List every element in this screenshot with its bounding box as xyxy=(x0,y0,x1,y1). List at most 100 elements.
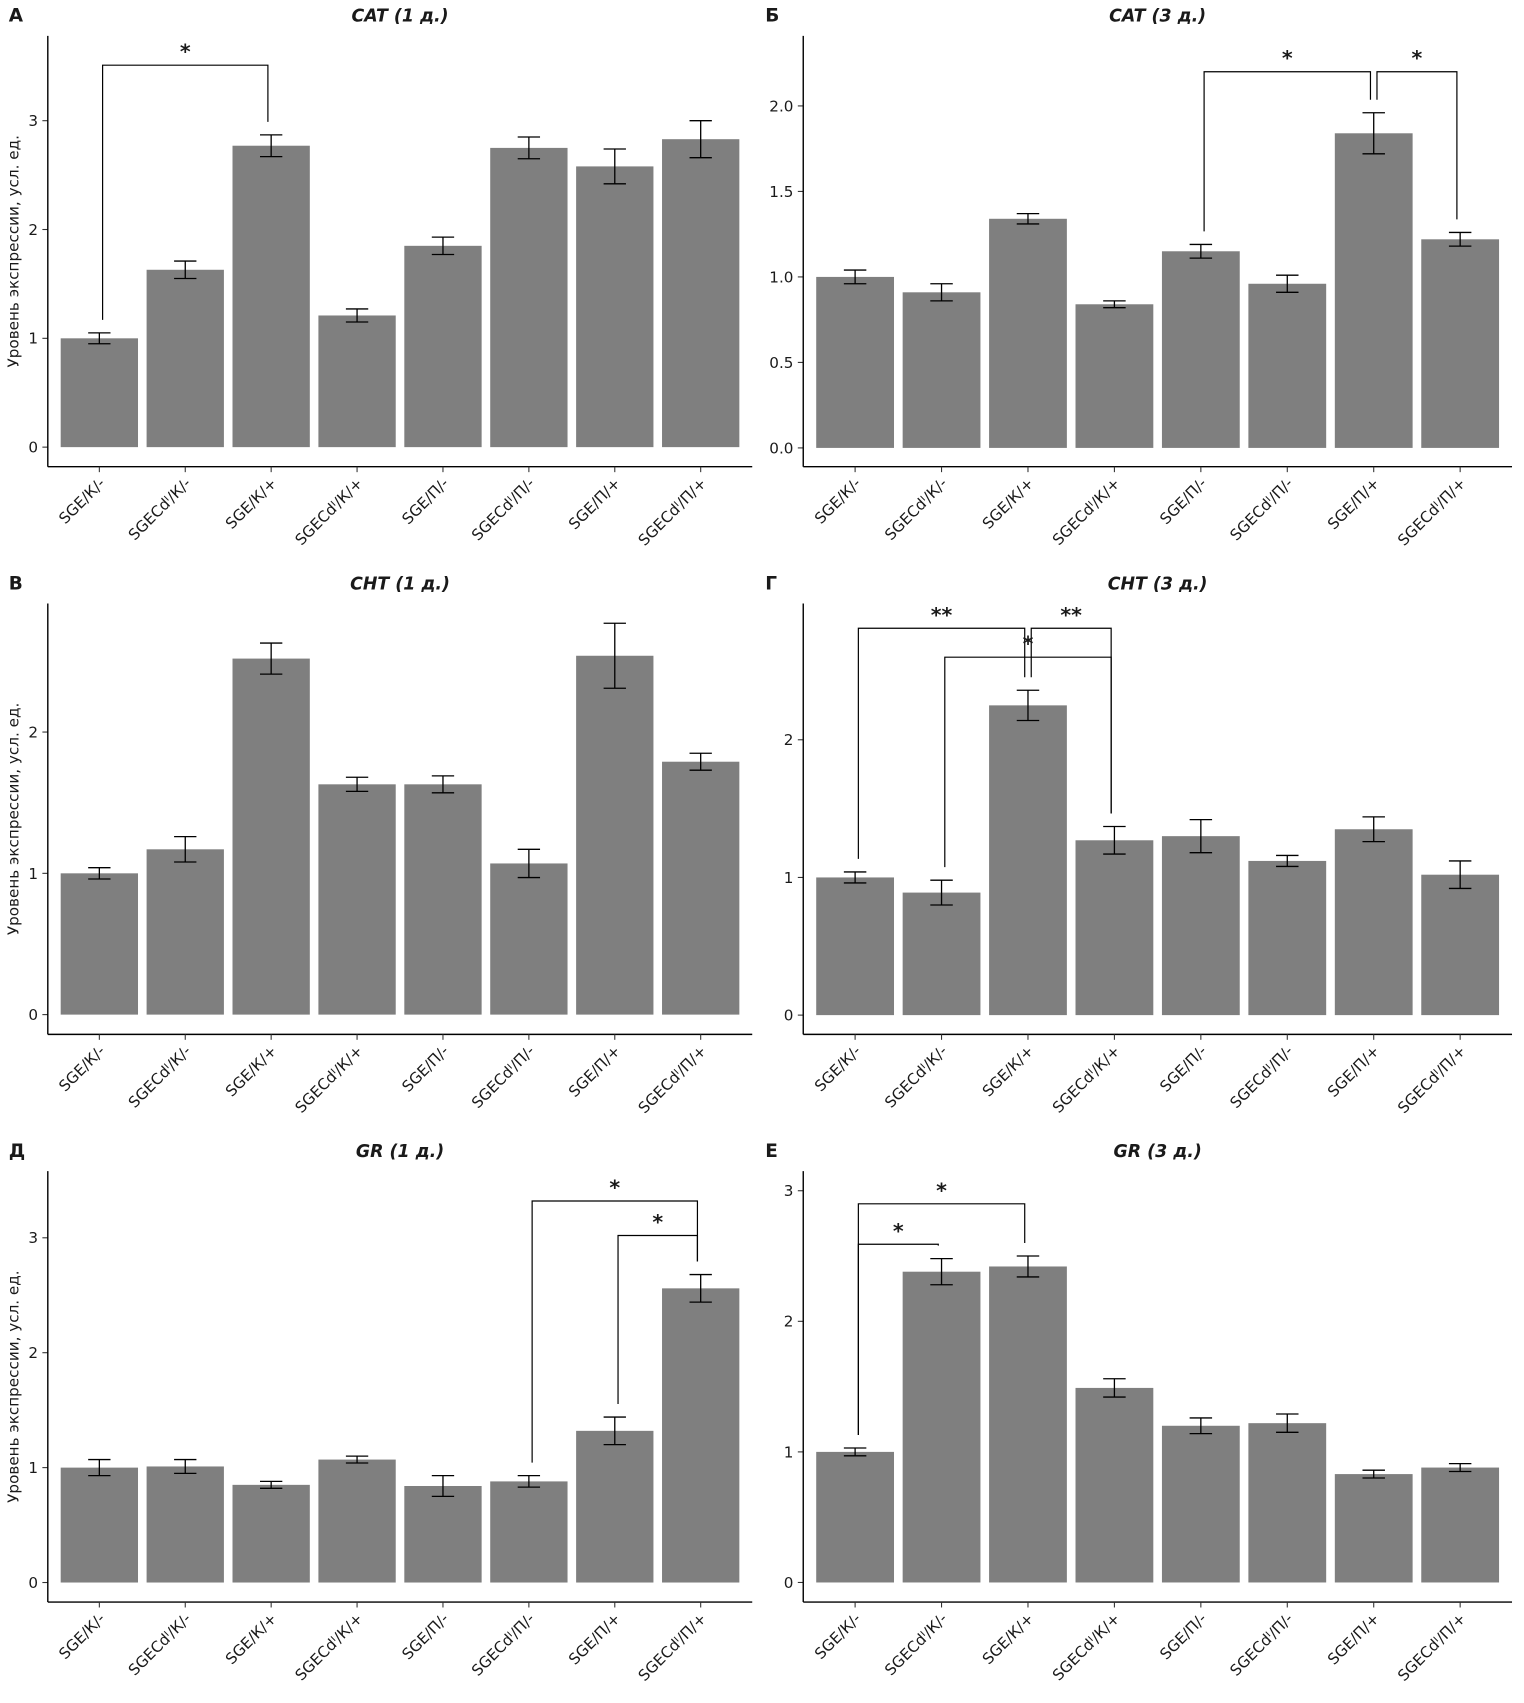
bar xyxy=(1248,1423,1327,1583)
x-tick-label: SGECdᴵ/К/- xyxy=(881,1042,951,1112)
bar xyxy=(318,1459,396,1583)
x-tick-label: SGECdᴵ/К/- xyxy=(125,1610,195,1680)
error-bar xyxy=(1276,854,1299,868)
error-bar xyxy=(174,1458,197,1475)
y-tick-label: 1 xyxy=(784,869,794,887)
bar xyxy=(576,166,654,448)
y-axis-label: Уровень экспрессии, усл. ед. xyxy=(4,703,22,935)
bar xyxy=(816,1451,895,1583)
error-bar xyxy=(843,269,867,285)
bar xyxy=(1161,1425,1240,1583)
error-bar xyxy=(517,848,541,879)
error-bar xyxy=(431,775,455,794)
error-bar xyxy=(88,332,111,345)
y-tick-label: 1 xyxy=(784,1443,794,1461)
error-bar xyxy=(1276,274,1299,293)
x-tick-label: SGECdᴵ/П/- xyxy=(1226,474,1296,544)
y-tick-label: 1 xyxy=(28,865,38,883)
y-tick-label: 3 xyxy=(28,1229,38,1247)
bar xyxy=(318,315,396,448)
x-tick-label: SGE/П/+ xyxy=(1324,1042,1383,1101)
error-bar xyxy=(345,776,369,793)
bar xyxy=(146,849,224,1015)
error-bar xyxy=(1362,112,1385,155)
bar xyxy=(662,1288,740,1583)
y-tick-label: 3 xyxy=(784,1182,794,1200)
x-tick-label: SGE/К/- xyxy=(811,474,864,527)
bar xyxy=(902,1271,981,1583)
significance-label: * xyxy=(1282,46,1293,70)
bar xyxy=(576,655,654,1015)
x-tick-label: SGE/П/+ xyxy=(1324,474,1383,533)
y-tick-label: 1 xyxy=(28,330,38,348)
bar xyxy=(404,784,482,1015)
x-tick-label: SGE/П/+ xyxy=(565,1610,624,1669)
bar xyxy=(232,145,310,448)
bar xyxy=(232,658,310,1015)
y-tick-label: 0.5 xyxy=(769,354,793,372)
bar xyxy=(60,1467,139,1583)
y-tick-label: 2 xyxy=(784,1313,794,1331)
y-tick-label: 1 xyxy=(28,1459,38,1477)
bar xyxy=(404,1486,482,1583)
bar xyxy=(1248,283,1327,448)
x-tick-label: SGE/К/+ xyxy=(979,1042,1038,1101)
bar xyxy=(60,338,139,448)
error-bar xyxy=(1016,689,1040,722)
x-tick-label: SGECdᴵ/К/+ xyxy=(292,1610,367,1685)
chart-title: GR (3 д.) xyxy=(1113,1142,1201,1162)
significance-bracket xyxy=(531,1200,699,1463)
bar xyxy=(1334,1474,1413,1583)
bar xyxy=(1421,874,1500,1016)
bar xyxy=(816,276,895,448)
x-tick-label: SGECdᴵ/К/+ xyxy=(1049,474,1124,549)
x-tick-label: SGE/П/+ xyxy=(1324,1610,1383,1669)
x-tick-label: SGECdᴵ/П/- xyxy=(1226,1610,1296,1680)
bar xyxy=(60,873,139,1015)
significance-label: * xyxy=(180,40,191,64)
bar xyxy=(232,1484,310,1583)
significance-bracket xyxy=(944,656,1112,868)
y-axis-label: Уровень экспрессии, усл. ед. xyxy=(4,135,22,367)
error-bar xyxy=(930,1257,953,1286)
error-bar xyxy=(930,283,953,302)
x-tick-label: SGE/П/- xyxy=(398,1042,452,1096)
significance-bracket xyxy=(617,1234,699,1405)
bar xyxy=(902,892,981,1016)
bar xyxy=(1248,860,1327,1016)
significance-bracket xyxy=(102,64,269,320)
panel-letter: А xyxy=(9,6,24,27)
error-bar xyxy=(843,871,867,884)
x-tick-label: SGECdᴵ/К/- xyxy=(125,1042,195,1112)
x-tick-label: SGE/П/- xyxy=(1156,474,1210,528)
x-tick-label: SGECdᴵ/К/+ xyxy=(1049,1610,1124,1685)
x-tick-label: SGE/К/- xyxy=(55,474,108,527)
chart-title: CAT (1 д.) xyxy=(352,7,449,27)
x-tick-label: SGE/К/- xyxy=(811,1042,864,1095)
bar xyxy=(902,292,981,448)
significance-label: ** xyxy=(1060,603,1082,627)
bar xyxy=(146,269,224,448)
x-tick-label: SGE/К/+ xyxy=(979,1610,1038,1669)
bar xyxy=(989,1266,1067,1583)
bar xyxy=(989,218,1067,448)
x-tick-label: SGE/К/- xyxy=(811,1610,864,1663)
error-bar xyxy=(1103,1378,1126,1398)
error-bar xyxy=(689,1273,712,1303)
y-tick-label: 2 xyxy=(784,731,794,749)
y-tick-label: 2 xyxy=(28,1344,38,1362)
x-tick-label: SGECdᴵ/П/- xyxy=(468,1610,538,1680)
error-bar xyxy=(603,148,626,185)
bar xyxy=(576,1430,654,1583)
bar xyxy=(404,245,482,448)
error-bar xyxy=(689,120,712,159)
significance-label: * xyxy=(893,1219,904,1243)
bar xyxy=(1161,836,1240,1016)
x-tick-label: SGECdᴵ/П/+ xyxy=(635,1042,710,1117)
significance-bracket xyxy=(1203,71,1372,232)
error-bar xyxy=(1189,818,1213,854)
significance-label: * xyxy=(609,1176,620,1200)
y-tick-label: 1.0 xyxy=(769,268,793,286)
